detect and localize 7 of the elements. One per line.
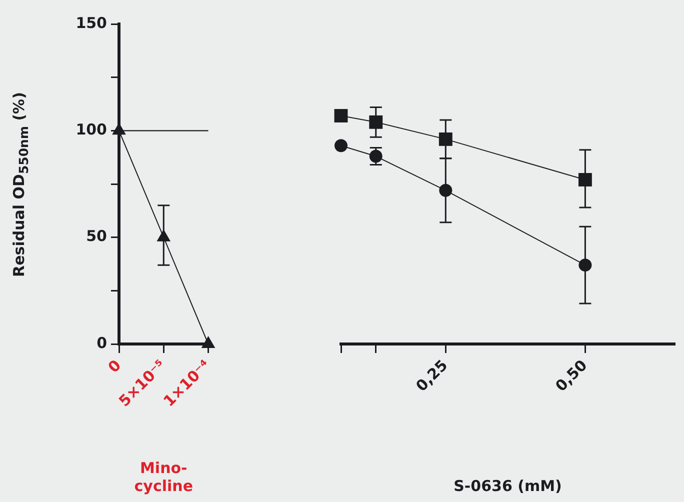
x-axis-title: S-0636 (mM) <box>454 476 562 495</box>
y-tick-label: 150 <box>76 14 107 32</box>
y-tick-label: 50 <box>86 227 107 246</box>
y-tick-label: 100 <box>76 120 107 139</box>
x-axis-title: Mino-cycline <box>134 458 193 495</box>
x-tick-label: 0 <box>104 356 125 376</box>
y-tick-label: 0 <box>96 334 107 352</box>
